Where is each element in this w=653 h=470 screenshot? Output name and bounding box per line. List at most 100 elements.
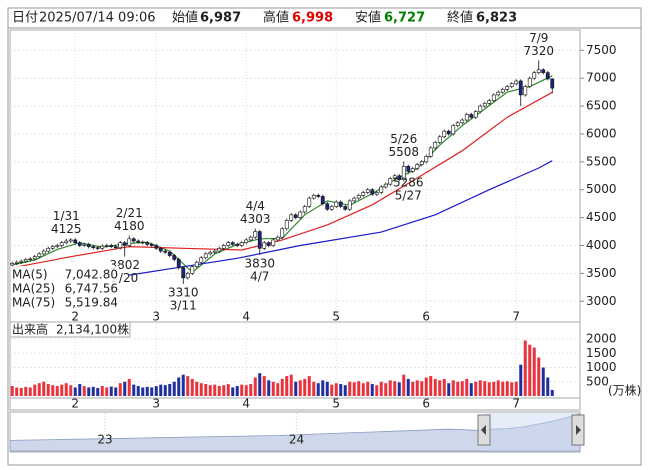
volume-bar <box>393 381 397 396</box>
volume-bar <box>96 388 100 396</box>
right-handle[interactable] <box>571 414 585 446</box>
low-label: 安値 <box>355 10 381 26</box>
volume-bar <box>321 380 325 396</box>
candle-body <box>77 242 82 246</box>
candle-body <box>131 238 136 242</box>
navigator-window[interactable] <box>485 413 578 451</box>
volume-bar <box>19 388 23 396</box>
month-label: 3 <box>152 397 160 411</box>
candle-body <box>163 250 168 253</box>
volume-bar <box>168 384 172 396</box>
volume-bar <box>100 386 104 396</box>
volume-bar <box>69 385 73 396</box>
volume-bar <box>474 381 478 396</box>
volume-bar <box>64 383 68 396</box>
volume-bar <box>145 386 149 396</box>
volume-bar <box>222 385 226 396</box>
candle-body <box>59 242 64 246</box>
candle-body <box>158 247 163 252</box>
candle-body <box>262 242 267 249</box>
candle-body <box>118 242 123 249</box>
volume-bar <box>510 382 514 396</box>
candle-body <box>212 250 217 253</box>
volume-bar <box>303 378 307 396</box>
open: 6,987 <box>200 11 241 26</box>
volume-bar <box>397 382 401 396</box>
volume-bar <box>10 386 14 396</box>
volume-bar <box>307 376 311 396</box>
volume-bar <box>294 381 298 396</box>
candle-body <box>343 206 348 210</box>
month-label: 5 <box>332 310 340 324</box>
volume-bar <box>105 387 109 396</box>
volume-bar <box>280 378 284 396</box>
candle-body <box>392 175 397 179</box>
legend-name: MA(25) <box>12 282 55 296</box>
y-tick-label: 4500 <box>586 210 617 224</box>
left-handle[interactable] <box>477 414 491 446</box>
candle-body <box>64 240 69 244</box>
candle-body <box>181 267 186 279</box>
volume-bar <box>330 384 334 396</box>
candle-body <box>284 220 289 230</box>
y-tick-label: 4000 <box>586 238 617 252</box>
candle-body <box>334 201 339 207</box>
volume-bar <box>532 347 536 396</box>
candle-body <box>500 89 505 93</box>
plot: 3000350040004500500055006000650070007500… <box>9 30 641 411</box>
month-label: 6 <box>422 397 430 411</box>
volume-label-box <box>9 321 131 338</box>
annotation-value: 4180 <box>114 219 145 233</box>
volume-bar <box>451 380 455 396</box>
y-tick-label: 3500 <box>586 266 617 280</box>
candle-body <box>379 186 384 193</box>
volume-bar <box>46 384 50 396</box>
candle-body <box>140 241 145 244</box>
candle-body <box>365 189 370 193</box>
candle-body <box>437 136 442 143</box>
volume-title: 出来高 <box>12 322 48 337</box>
volume-bar <box>37 383 41 396</box>
candle-body <box>253 231 258 238</box>
volume-bar <box>60 384 64 396</box>
volume-bar <box>141 387 145 396</box>
candle-body <box>397 175 402 180</box>
candle-body <box>23 259 28 262</box>
volume-bar <box>213 384 217 396</box>
volume-bar <box>82 386 86 396</box>
volume-bar <box>370 384 374 396</box>
volume-bar <box>519 364 523 396</box>
month-label: 2 <box>71 397 79 411</box>
volume-bar <box>352 382 356 396</box>
candle-body <box>136 240 141 243</box>
candle-body <box>271 239 276 246</box>
candle-body <box>203 253 208 259</box>
volume-bar <box>195 381 199 396</box>
volume-bar <box>118 383 122 396</box>
volume-bar <box>253 377 257 396</box>
volume-bar <box>73 387 77 396</box>
candle-body <box>14 261 19 264</box>
volume-bar <box>460 381 464 396</box>
annotation-value: 7320 <box>523 44 554 58</box>
candle-body <box>104 245 109 247</box>
candle-body <box>55 245 60 247</box>
annotation-date: 5/26 <box>390 132 417 146</box>
volume-bar <box>114 387 118 396</box>
volume-bar <box>541 367 545 396</box>
volume-bar <box>258 373 262 396</box>
annotation-date: 3/11 <box>170 298 197 312</box>
candle-body <box>442 130 447 138</box>
candle-body <box>487 100 492 104</box>
candle-body <box>154 245 159 249</box>
candle-body <box>325 203 330 210</box>
candle-body <box>388 178 393 185</box>
candle-body <box>127 238 132 246</box>
y-tick-label: 3000 <box>586 294 617 308</box>
annotation-value: 4125 <box>51 222 82 236</box>
candle-body <box>302 206 307 213</box>
volume-bar <box>402 374 406 396</box>
candle-body <box>257 231 262 249</box>
candle-body <box>415 164 420 169</box>
